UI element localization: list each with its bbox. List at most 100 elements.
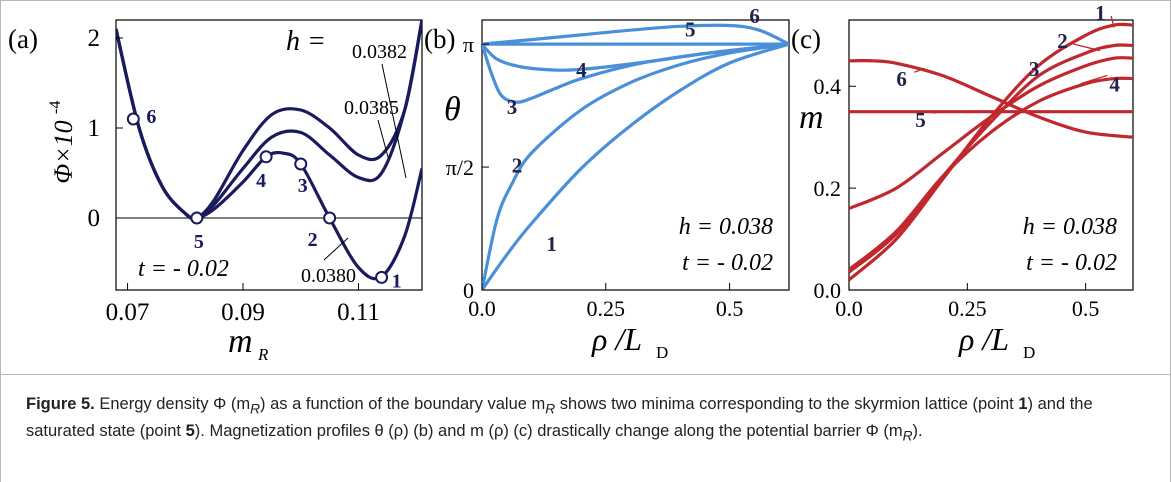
series-line-2 bbox=[482, 42, 789, 290]
series-line-1 bbox=[482, 42, 789, 290]
curve-leader-1 bbox=[1110, 15, 1115, 28]
x-axis-label: ρ /L bbox=[958, 321, 1009, 357]
curve-label-3: 3 bbox=[507, 95, 518, 119]
caption-bold-1: 1 bbox=[1018, 395, 1028, 413]
curve-leader-6 bbox=[914, 67, 925, 73]
panel-label-b: (b) bbox=[424, 24, 455, 54]
figure-caption: Figure 5. Energy density Φ (mR) as a fun… bbox=[26, 393, 1146, 448]
y-tick-label: 0.0 bbox=[814, 278, 842, 303]
x-tick-label: 0.09 bbox=[221, 299, 265, 326]
panel-label-c: (c) bbox=[791, 24, 821, 54]
caption-text-4: ) and the saturated state (point bbox=[26, 395, 1093, 441]
caption-text-2: ) as a function of the boundary value m bbox=[260, 395, 546, 413]
leader-0382 bbox=[381, 63, 407, 179]
point-label-5: 5 bbox=[194, 231, 204, 253]
point-label-2: 2 bbox=[308, 229, 318, 251]
panel-b: (b) 0.0 0.25 0.5 0 π/2 π ρ /L Dθ h = 0.038 t = - 0… bbox=[424, 4, 790, 362]
caption-bold-5: 5 bbox=[185, 422, 195, 441]
point-label-6: 6 bbox=[146, 106, 156, 128]
x-axis-label-sub: R bbox=[257, 345, 269, 364]
curve-leader-3 bbox=[1044, 60, 1068, 73]
y-tick-label: 0 bbox=[463, 278, 474, 303]
caption-text-5: ). Magnetization profiles θ (ρ) (b) and … bbox=[194, 422, 903, 441]
state-point-2 bbox=[323, 211, 337, 225]
series-line-6 bbox=[482, 23, 789, 46]
caption-sub-R-1: R bbox=[250, 401, 261, 417]
leader-0385 bbox=[377, 119, 389, 158]
x-tick-label: 0.25 bbox=[948, 296, 987, 321]
panel-a: (a) 0.07 0.09 0.11 0 1 2 m R Φ×10 -4 1 2 3 4 5 6 h = 0.038… bbox=[8, 19, 423, 364]
point-label-3: 3 bbox=[298, 175, 308, 197]
curve-label-6: 6 bbox=[749, 4, 760, 28]
plot-frame-b bbox=[481, 19, 790, 291]
state-point-3 bbox=[294, 157, 308, 171]
x-tick-label: 0.0 bbox=[835, 296, 863, 321]
caption-sub-R-3: R bbox=[902, 428, 913, 444]
curve-label-5: 5 bbox=[915, 108, 926, 132]
x-tick-label: 0.5 bbox=[1072, 296, 1100, 321]
h-value-0380: 0.0380 bbox=[301, 265, 356, 287]
curve-label-1: 1 bbox=[1095, 1, 1106, 25]
h-value-0382: 0.0382 bbox=[352, 41, 407, 63]
curve-label-2: 2 bbox=[512, 154, 523, 178]
caption-divider bbox=[0, 374, 1171, 375]
point-label-1: 1 bbox=[392, 270, 402, 292]
curve-label-5: 5 bbox=[685, 17, 696, 41]
panel-c: (c) 0.0 0.25 0.5 0.0 0.2 0.4 ρ /L Dm h = 0.038 t =… bbox=[791, 1, 1134, 362]
curve-leader-4 bbox=[1080, 74, 1108, 85]
h-annotation: h = 0.038 bbox=[1023, 214, 1117, 240]
curve-leader-2 bbox=[1073, 43, 1101, 52]
x-tick-label: 0.5 bbox=[716, 296, 744, 321]
plot-frame-c bbox=[848, 19, 1134, 291]
h-label: h = bbox=[286, 26, 326, 57]
curve-label-4: 4 bbox=[576, 58, 587, 82]
t-annotation: t = - 0.02 bbox=[682, 250, 773, 276]
y-axis-label: Φ×10 -4 bbox=[47, 101, 78, 184]
caption-figure-label: Figure 5. bbox=[26, 395, 95, 413]
y-tick-label: 0.4 bbox=[814, 74, 842, 99]
x-tick-label: 0.25 bbox=[587, 296, 626, 321]
state-point-6 bbox=[126, 112, 140, 126]
y-axis-label: θ bbox=[444, 91, 461, 128]
curve-label-6: 6 bbox=[896, 67, 907, 91]
caption-sub-R-2: R bbox=[545, 401, 556, 417]
h-value-0385: 0.0385 bbox=[344, 97, 399, 119]
state-point-1 bbox=[375, 270, 389, 284]
y-tick-label: 1 bbox=[88, 115, 101, 142]
t-annotation: t = - 0.02 bbox=[138, 256, 229, 282]
series-line-1 bbox=[849, 22, 1133, 282]
caption-text-1: Energy density Φ (m bbox=[94, 395, 251, 413]
x-axis-label: m bbox=[228, 323, 253, 360]
curve-label-1: 1 bbox=[546, 232, 557, 256]
x-axis-label-sub: D bbox=[1023, 343, 1035, 362]
point-label-4: 4 bbox=[256, 170, 266, 192]
y-tick-label: π/2 bbox=[446, 155, 474, 180]
plot-area-c bbox=[849, 22, 1133, 282]
series-line-3 bbox=[482, 42, 789, 104]
y-tick-label: 0 bbox=[88, 205, 101, 232]
x-axis-label: ρ /L bbox=[591, 321, 642, 357]
x-tick-label: 0.0 bbox=[468, 296, 496, 321]
panel-label-a: (a) bbox=[8, 24, 38, 54]
y-axis-label-exp: -4 bbox=[47, 101, 64, 114]
plot-area-b bbox=[482, 23, 789, 290]
state-point-4 bbox=[259, 150, 273, 164]
h-annotation: h = 0.038 bbox=[679, 214, 773, 240]
caption-text-3: shows two minima corresponding to the sk… bbox=[555, 395, 1019, 413]
series-line-4 bbox=[482, 42, 789, 72]
x-tick-label: 0.07 bbox=[106, 299, 150, 326]
frame-left-border bbox=[0, 0, 1, 482]
x-axis-label-sub: D bbox=[656, 343, 668, 362]
series-line-4 bbox=[849, 76, 1133, 271]
curve-leader-5 bbox=[933, 111, 944, 114]
frame-top-border bbox=[0, 0, 1171, 1]
curve-label-3: 3 bbox=[1029, 57, 1040, 81]
plot-frame-a bbox=[115, 19, 423, 291]
y-tick-label: 0.2 bbox=[814, 176, 842, 201]
y-tick-label: 2 bbox=[88, 25, 101, 52]
curve-label-2: 2 bbox=[1057, 29, 1068, 53]
state-point-5 bbox=[190, 211, 204, 225]
x-tick-label: 0.11 bbox=[337, 299, 380, 326]
y-tick-label: π bbox=[463, 32, 474, 57]
